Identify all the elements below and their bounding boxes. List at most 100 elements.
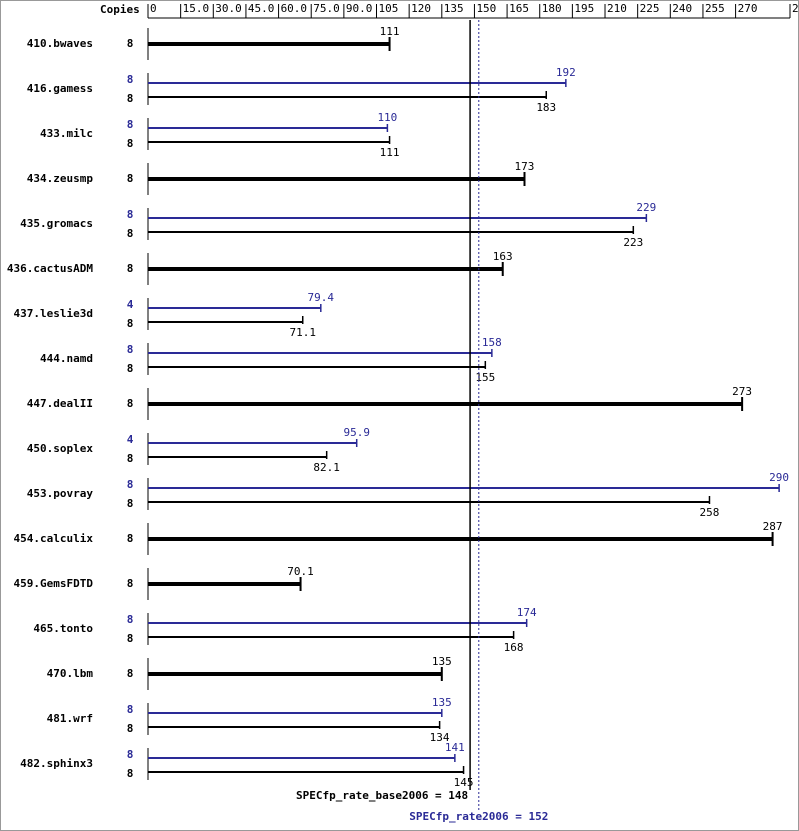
x-tick-label: 255 [705,2,725,15]
bar [148,96,547,98]
benchmark-name: 435.gromacs [20,217,93,230]
copies: 8 [127,478,134,491]
bar [148,42,390,46]
copies: 4 [127,433,134,446]
x-tick-label: 30.0 [215,2,242,15]
x-tick-label: 15.0 [183,2,210,15]
copies: 8 [127,497,134,510]
bar [148,636,514,638]
x-tick-label: 180 [542,2,562,15]
value-label: 258 [700,506,720,519]
copies: 8 [127,362,134,375]
copies: 8 [127,118,134,131]
benchmark-name: 416.gamess [27,82,93,95]
bar [148,141,390,143]
copies: 8 [127,722,134,735]
bar [148,217,647,219]
copies: 8 [127,703,134,716]
value-label: 82.1 [313,461,340,474]
copies: 8 [127,262,134,275]
bar [148,177,525,181]
bar [148,771,464,773]
value-label: 173 [515,160,535,173]
benchmark-name: 465.tonto [33,622,93,635]
bar [148,321,303,323]
bar [148,231,634,233]
value-label: 183 [536,101,556,114]
base-metric-label: SPECfp_rate_base2006 = 148 [296,789,468,802]
bar [148,366,486,368]
bar [148,307,321,309]
benchmark-name: 481.wrf [47,712,93,725]
value-label: 155 [475,371,495,384]
benchmark-name: 470.lbm [47,667,94,680]
x-tick-label: 210 [607,2,627,15]
value-label: 134 [430,731,450,744]
copies: 8 [127,73,134,86]
copies: 8 [127,767,134,780]
x-tick-label: 60.0 [281,2,308,15]
x-tick-label: 270 [738,2,758,15]
x-tick-label: 195 [574,2,594,15]
bar [148,442,357,444]
value-label: 223 [623,236,643,249]
copies: 8 [127,577,134,590]
value-label: 141 [445,741,465,754]
copies: 8 [127,397,134,410]
bar [148,757,455,759]
x-tick-label: 240 [672,2,692,15]
bar [148,456,327,458]
bar [148,582,301,586]
value-label: 273 [732,385,752,398]
value-label: 290 [769,471,789,484]
copies: 4 [127,298,134,311]
bar [148,267,503,271]
value-label: 168 [504,641,524,654]
bar [148,622,527,624]
benchmark-name: 453.povray [27,487,94,500]
value-label: 287 [763,520,783,533]
benchmark-name: 447.dealII [27,397,93,410]
benchmark-name: 459.GemsFDTD [14,577,94,590]
value-label: 111 [380,146,400,159]
bar [148,501,710,503]
x-tick-label: 225 [640,2,660,15]
bar [148,127,388,129]
bar [148,82,566,84]
copies: 8 [127,137,134,150]
x-tick-label: 45.0 [248,2,274,15]
value-label: 110 [377,111,397,124]
x-tick-label: 295 [792,2,799,15]
peak-metric-label: SPECfp_rate2006 = 152 [409,810,548,823]
value-label: 111 [380,25,400,38]
copies: 8 [127,452,134,465]
value-label: 95.9 [343,426,370,439]
copies: 8 [127,227,134,240]
bar [148,487,780,489]
value-label: 145 [454,776,474,789]
value-label: 229 [636,201,656,214]
copies: 8 [127,667,134,680]
benchmark-name: 410.bwaves [27,37,93,50]
copies: 8 [127,172,134,185]
value-label: 71.1 [289,326,316,339]
copies: 8 [127,613,134,626]
bar [148,537,773,541]
copies: 8 [127,532,134,545]
benchmark-name: 450.soplex [27,442,94,455]
x-tick-label: 120 [411,2,431,15]
benchmark-name: 454.calculix [14,532,94,545]
x-tick-label: 150 [476,2,496,15]
bar [148,712,442,714]
benchmark-name: 482.sphinx3 [20,757,93,770]
value-label: 135 [432,655,452,668]
value-label: 192 [556,66,576,79]
copies: 8 [127,317,134,330]
bar [148,352,492,354]
x-tick-label: 90.0 [346,2,373,15]
copies: 8 [127,37,134,50]
copies-header: Copies [100,3,140,16]
x-tick-label: 165 [509,2,529,15]
value-label: 174 [517,606,537,619]
